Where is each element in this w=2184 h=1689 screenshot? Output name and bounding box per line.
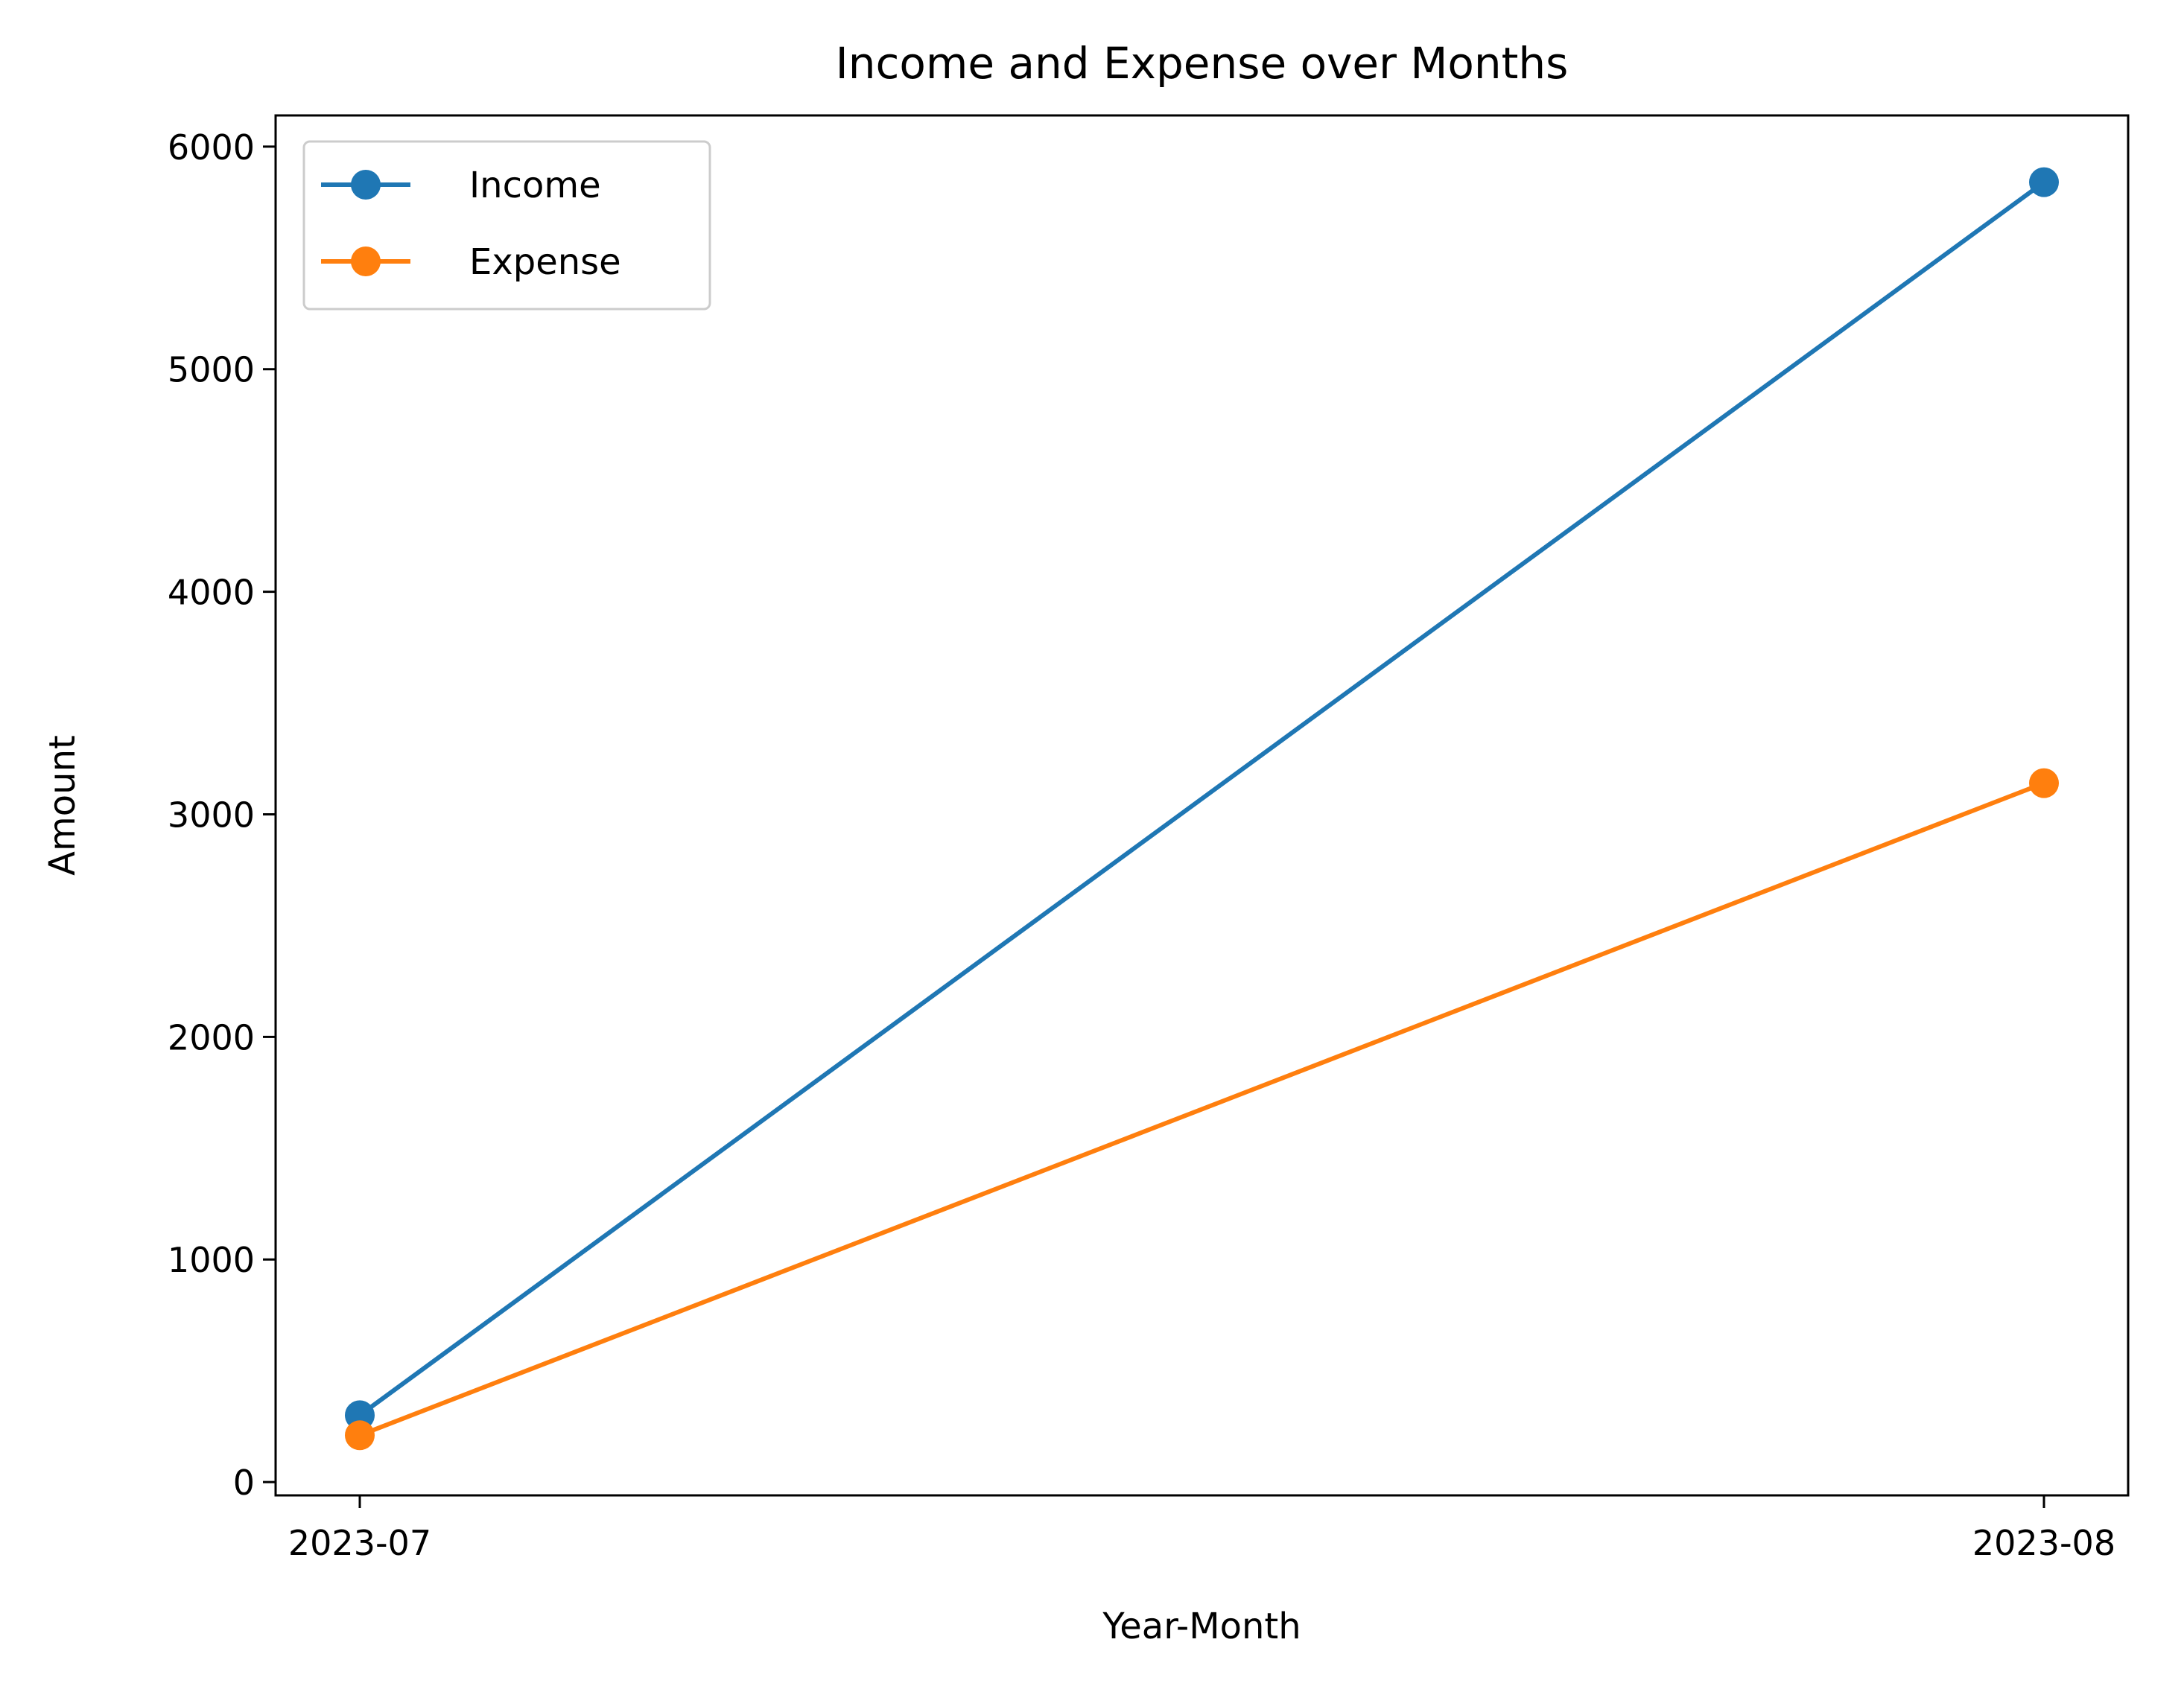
y-axis-ticks: 0 1000 2000 3000 4000 5000 6000 [168,127,276,1503]
y-tick-label: 2000 [168,1017,255,1057]
y-tick-label: 1000 [168,1240,255,1280]
legend-expense-marker [351,246,381,276]
plot-area-frame [274,114,2130,1497]
expense-series-line [357,780,2047,1439]
y-axis-label: Amount [42,735,83,876]
expense-point [2029,768,2059,798]
x-tick-label: 2023-07 [288,1523,431,1563]
y-tick-label: 3000 [168,795,255,835]
legend: Income Expense [302,140,711,311]
x-tick-label: 2023-08 [1972,1523,2115,1563]
chart-title: Income and Expense over Months [836,38,1569,89]
income-point [2029,167,2059,197]
income-series-line [356,179,2048,1419]
legend-expense-label: Expense [469,241,621,283]
y-tick-label: 0 [233,1463,255,1503]
x-axis-ticks: 2023-07 2023-08 [288,1495,2115,1563]
y-tick-label: 5000 [168,350,255,390]
series-layer [345,167,2059,1451]
legend-income-marker [351,170,381,200]
y-tick-label: 6000 [168,127,255,168]
legend-income-label: Income [469,165,601,206]
y-tick-label: 4000 [168,573,255,613]
x-axis-label: Year-Month [1102,1606,1301,1647]
expense-point [345,1420,375,1451]
